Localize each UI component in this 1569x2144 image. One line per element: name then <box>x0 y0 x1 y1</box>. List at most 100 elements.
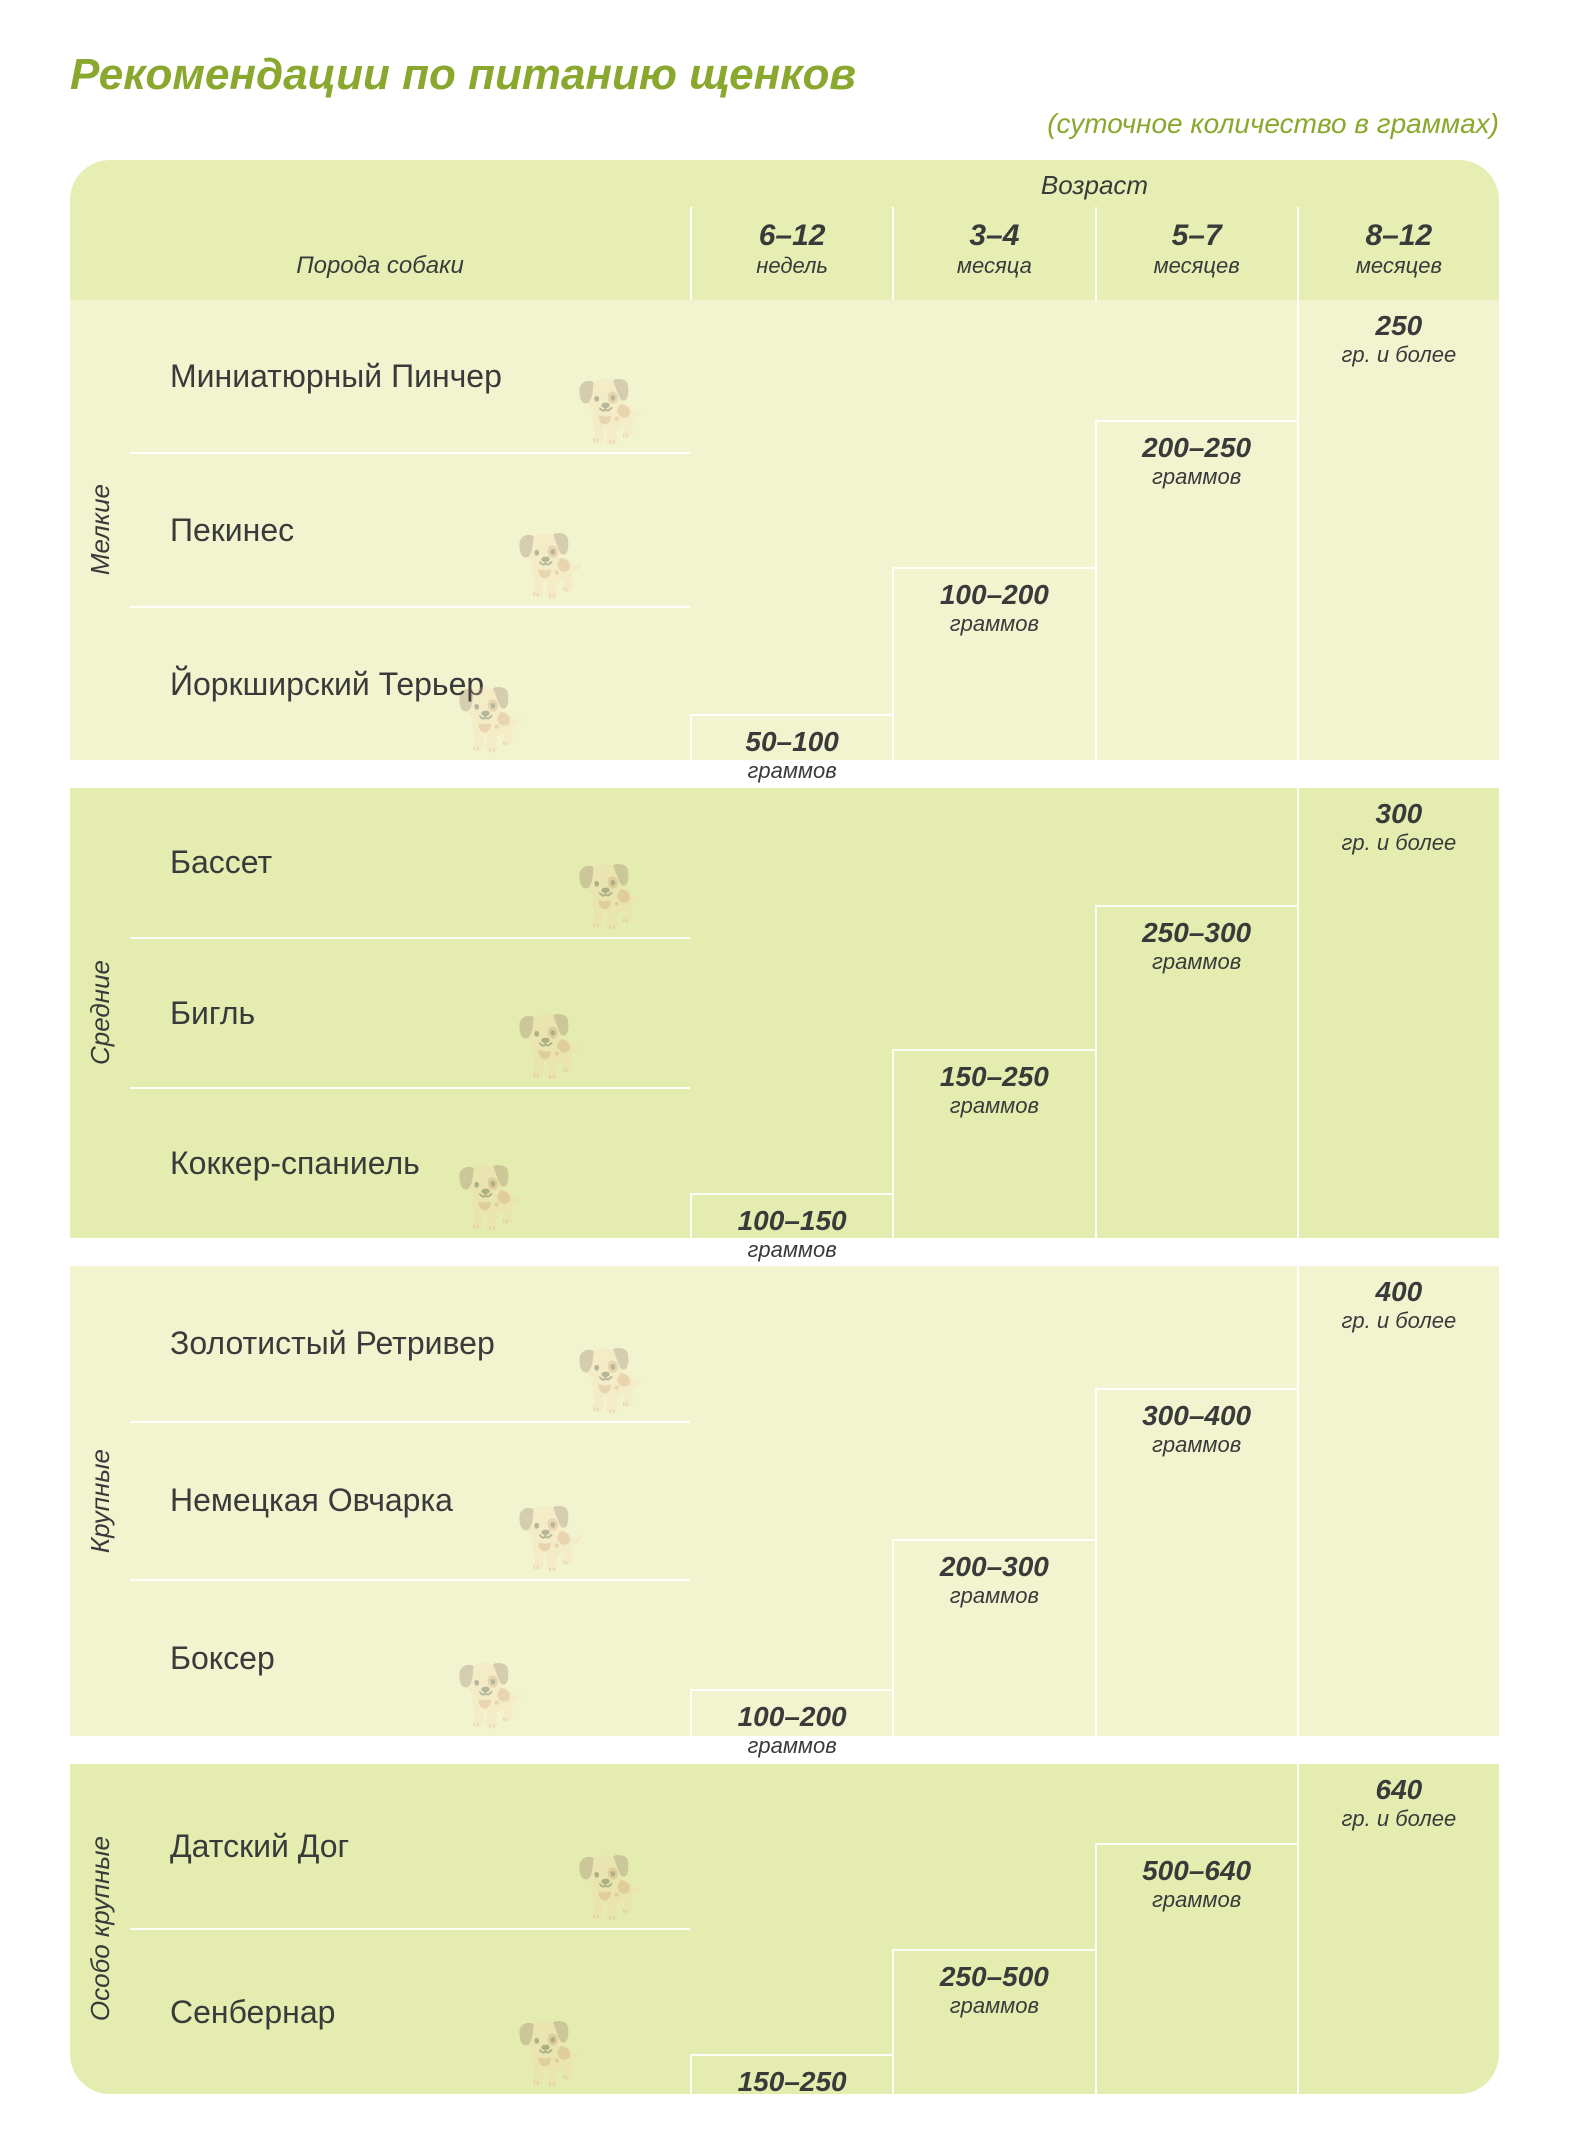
value-unit: граммов <box>692 1733 892 1759</box>
value-number: 150–250 <box>894 1061 1094 1093</box>
dog-icon: 🐕 <box>515 2018 590 2089</box>
breed-row: Сенбернар 🐕 <box>130 1928 690 2094</box>
value-cell: 100–200 граммов <box>690 1689 892 1736</box>
value-number: 200–250 <box>1097 432 1297 464</box>
value-number: 300 <box>1299 798 1499 830</box>
breed-name: Коккер-спаниель <box>170 1145 420 1182</box>
value-unit: граммов <box>894 1583 1094 1609</box>
dog-icon: 🐕 <box>515 1011 590 1082</box>
age-column: 6–12 недель <box>690 207 892 300</box>
age-super-label: Возраст <box>690 160 1499 207</box>
value-number: 200–300 <box>894 1551 1094 1583</box>
value-unit: гр. и более <box>1299 830 1499 856</box>
value-number: 250 <box>1299 310 1499 342</box>
age-range: 3–4 <box>894 219 1094 253</box>
value-unit: граммов <box>1097 464 1297 490</box>
group-body: Золотистый Ретривер🐕Немецкая Овчарка🐕Бок… <box>130 1266 1499 1736</box>
age-unit: месяцев <box>1097 253 1297 279</box>
breed-row: Йоркширский Терьер🐕 <box>130 606 690 760</box>
group-label: Особо крупные <box>70 1764 130 2094</box>
breed-row: Коккер-спаниель 🐕 <box>130 1087 690 1238</box>
value-number: 400 <box>1299 1276 1499 1308</box>
breed-name: Бигль <box>170 995 255 1032</box>
value-cell: 250 гр. и более <box>1297 300 1499 760</box>
value-cell: 500–640 граммов <box>1095 1843 1297 2094</box>
breed-name: Пекинес <box>170 512 294 549</box>
dog-icon: 🐕 <box>455 1162 530 1233</box>
value-unit: гр. и более <box>1299 1806 1499 1832</box>
value-number: 50–100 <box>692 726 892 758</box>
value-cell: 100–200 граммов <box>892 567 1094 760</box>
breed-name: Золотистый Ретривер <box>170 1325 495 1362</box>
value-unit: гр. и более <box>1299 1308 1499 1334</box>
group-label: Средние <box>70 788 130 1238</box>
value-number: 250–300 <box>1097 917 1297 949</box>
value-number: 500–640 <box>1097 1855 1297 1887</box>
breed-name: Немецкая Овчарка <box>170 1482 453 1519</box>
dog-icon: 🐕 <box>575 376 650 447</box>
value-unit: граммов <box>894 1093 1094 1119</box>
group-label: Мелкие <box>70 300 130 760</box>
breed-name: Датский Дог <box>170 1828 349 1865</box>
group-label: Крупные <box>70 1266 130 1736</box>
page-title: Рекомендации по питанию щенков <box>70 50 1499 100</box>
age-range: 5–7 <box>1097 219 1297 253</box>
age-unit: месяца <box>894 253 1094 279</box>
breed-column-header: Порода собаки <box>70 160 690 300</box>
dog-icon: 🐕 <box>575 1852 650 1923</box>
value-number: 100–150 <box>692 1205 892 1237</box>
page-subtitle: (суточное количество в граммах) <box>70 108 1499 140</box>
dog-icon: 🐕 <box>455 684 530 755</box>
header-row: Порода собаки Возраст 6–12 недель3–4 мес… <box>70 160 1499 300</box>
breed-row: Золотистый Ретривер 🐕 <box>130 1266 690 1421</box>
value-cell: 250–500 граммов <box>892 1949 1094 2094</box>
value-unit: граммов <box>692 1237 892 1263</box>
value-cell: 150–250 граммов <box>892 1049 1094 1238</box>
breed-row: Миниатюрный Пинчер🐕 <box>130 300 690 452</box>
value-cell: 300–400 граммов <box>1095 1388 1297 1736</box>
values-column: 100–150 граммов150–250 граммов250–300 гр… <box>690 788 1499 1238</box>
dog-icon: 🐕 <box>515 1503 590 1574</box>
value-cell: 200–250 граммов <box>1095 420 1297 760</box>
dog-icon: 🐕 <box>515 530 590 601</box>
value-cell: 50–100 граммов <box>690 714 892 760</box>
breed-name: Бассет <box>170 844 272 881</box>
age-column: 3–4 месяца <box>892 207 1094 300</box>
breed-name: Сенбернар <box>170 1994 335 2031</box>
age-range: 6–12 <box>692 219 892 253</box>
age-column: 5–7 месяцев <box>1095 207 1297 300</box>
breeds-column: Датский Дог 🐕 Сенбернар 🐕 <box>130 1764 690 2094</box>
feeding-chart: Порода собаки Возраст 6–12 недель3–4 мес… <box>70 160 1499 2094</box>
age-column: 8–12 месяцев <box>1297 207 1499 300</box>
breed-row: Боксер 🐕 <box>130 1579 690 1736</box>
age-range: 8–12 <box>1299 219 1499 253</box>
breed-name: Йоркширский Терьер <box>170 666 484 703</box>
value-unit: граммов <box>1097 1887 1297 1913</box>
value-cell: 100–150 граммов <box>690 1193 892 1238</box>
value-unit: граммов <box>1097 949 1297 975</box>
age-columns: 6–12 недель3–4 месяца5–7 месяцев8–12 мес… <box>690 207 1499 300</box>
dog-icon: 🐕 <box>455 1660 530 1731</box>
group-body: Бассет🐕Бигль🐕Коккер-спаниель🐕100–150 гра… <box>130 788 1499 1238</box>
breeds-column: Миниатюрный Пинчер🐕Пекинес🐕Йоркширский Т… <box>130 300 690 760</box>
values-column: 100–200 граммов200–300 граммов300–400 гр… <box>690 1266 1499 1736</box>
group-body: Датский Дог🐕Сенбернар🐕150–250 граммов250… <box>130 1764 1499 2094</box>
value-number: 100–200 <box>692 1701 892 1733</box>
group-label-text: Крупные <box>85 1449 116 1553</box>
value-number: 250–500 <box>894 1961 1094 1993</box>
breed-group: Особо крупные Датский Дог 🐕 Сенбернар 🐕 150–2… <box>70 1764 1499 2094</box>
value-unit: граммов <box>894 611 1094 637</box>
breed-row: Бигль 🐕 <box>130 937 690 1088</box>
value-cell: 200–300 граммов <box>892 1539 1094 1736</box>
group-label-text: Особо крупные <box>85 1836 116 2021</box>
group-body: Миниатюрный Пинчер🐕Пекинес🐕Йоркширский Т… <box>130 300 1499 760</box>
breed-name: Боксер <box>170 1640 275 1677</box>
breeds-column: Золотистый Ретривер🐕Немецкая Овчарка🐕Бок… <box>130 1266 690 1736</box>
values-column: 50–100 граммов100–200 граммов200–250 гра… <box>690 300 1499 760</box>
value-unit: граммов <box>894 1993 1094 2019</box>
dog-icon: 🐕 <box>575 1345 650 1416</box>
age-header: Возраст 6–12 недель3–4 месяца5–7 месяцев… <box>690 160 1499 300</box>
group-label-text: Мелкие <box>85 484 116 575</box>
groups-container: МелкиеМиниатюрный Пинчер🐕Пекинес🐕Йоркшир… <box>70 300 1499 2094</box>
value-number: 150–250 <box>692 2066 892 2094</box>
